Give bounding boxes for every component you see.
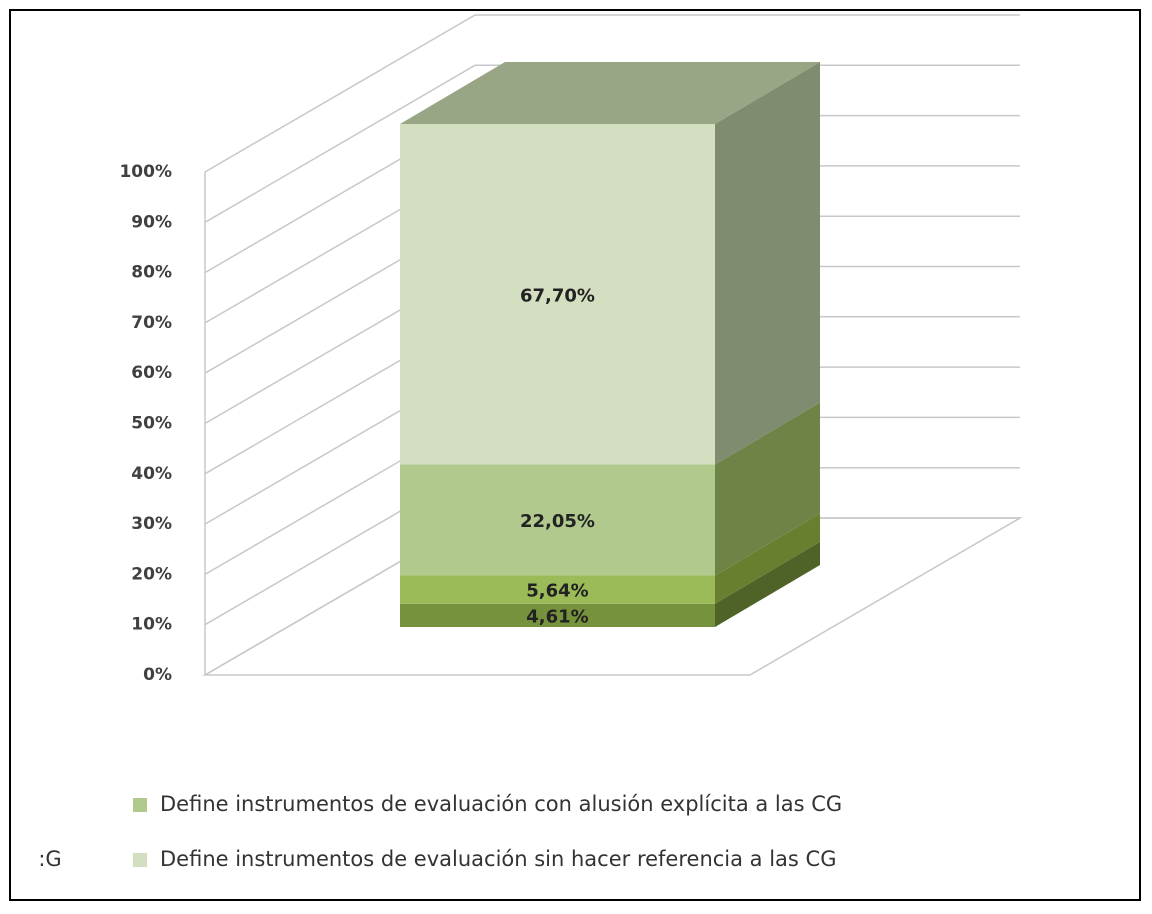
bar-front (400, 603, 715, 627)
y-tick-label: 30% (131, 514, 172, 534)
legend-label: Define instrumentos de evaluación sin ha… (160, 847, 836, 871)
legend-swatch (133, 798, 147, 812)
bar-top (400, 62, 820, 124)
data-label: 67,70% (520, 285, 595, 306)
grid-line (204, 64, 476, 223)
legend-label: Define instrumentos de evaluación con al… (160, 792, 842, 816)
y-tick-label: 70% (131, 313, 172, 333)
data-label: 4,61% (526, 606, 588, 627)
y-tick-label: 100% (119, 162, 172, 182)
data-label: 5,64% (526, 581, 588, 602)
y-tick-label: 20% (131, 564, 172, 584)
bar-front (400, 464, 715, 576)
y-tick-label: 0% (143, 665, 172, 685)
bar-front (400, 124, 715, 465)
bar-front (400, 575, 715, 604)
data-label: 22,05% (520, 511, 595, 532)
bar-side (715, 62, 820, 465)
y-tick-label: 50% (131, 414, 172, 434)
y-tick-label: 90% (131, 212, 172, 232)
bar-side (715, 402, 820, 576)
y-tick-label: 10% (131, 615, 172, 635)
y-tick-label: 80% (131, 263, 172, 283)
legend-swatch (133, 853, 147, 867)
bar-side (715, 513, 820, 604)
bar-side (715, 541, 820, 627)
y-tick-label: 60% (131, 363, 172, 383)
y-tick-label: 40% (131, 464, 172, 484)
grid-line (204, 14, 476, 173)
legend-fragment: :G (38, 847, 61, 871)
